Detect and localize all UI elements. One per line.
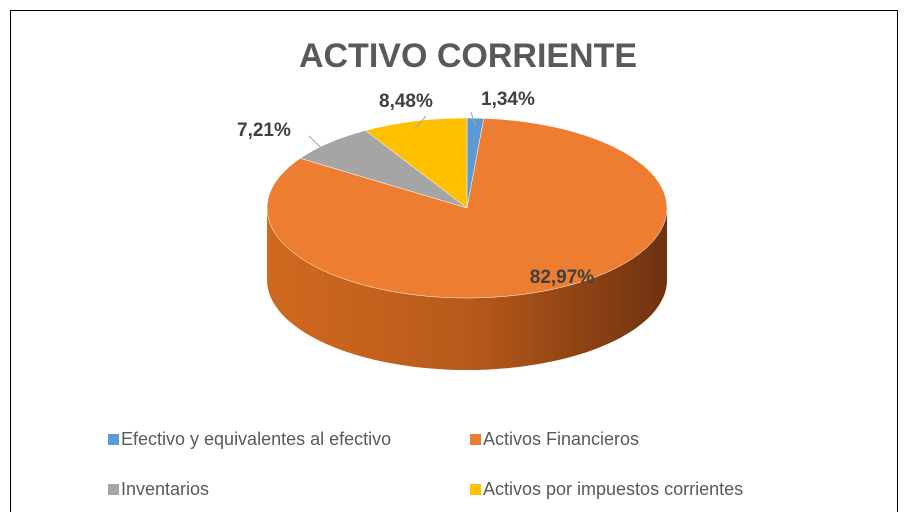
legend-swatch [108,484,119,495]
chart-title: ACTIVO CORRIENTE [299,37,637,75]
legend-label: Activos por impuestos corrientes [483,479,743,499]
legend-swatch [470,434,481,445]
legend-label: Efectivo y equivalentes al efectivo [121,429,391,449]
legend-label: Activos Financieros [483,429,639,449]
data-label: 7,21% [237,120,291,141]
pie-side [267,208,667,370]
legend-label: Inventarios [121,479,209,499]
data-label: 8,48% [379,91,433,112]
leader-line [308,135,325,152]
legend-swatch [108,434,119,445]
leader-line [413,115,427,130]
pie-slice [364,117,468,209]
data-label: 1,34% [481,89,535,110]
leader-line [470,111,476,127]
data-label: 82,97% [530,267,595,288]
legend-swatch [470,484,481,495]
